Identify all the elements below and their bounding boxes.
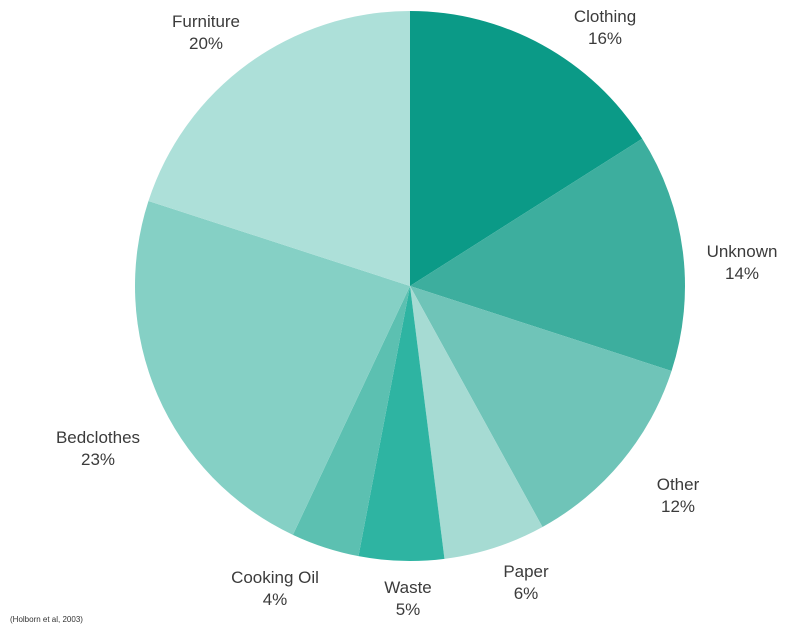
slice-value-paper: 6%: [514, 584, 539, 603]
pie-slice-other: [410, 286, 672, 527]
pie-slice-cooking-oil: [292, 286, 410, 557]
slice-label-paper: Paper: [503, 562, 549, 581]
slice-label-cooking-oil: Cooking Oil: [231, 568, 319, 587]
pie-slice-paper: [410, 286, 543, 559]
slice-value-bedclothes: 23%: [81, 450, 115, 469]
slice-value-waste: 5%: [396, 600, 421, 619]
slice-label-furniture: Furniture: [172, 12, 240, 31]
slice-value-cooking-oil: 4%: [263, 590, 288, 609]
slice-value-clothing: 16%: [588, 29, 622, 48]
source-note: (Holborn et al, 2003): [10, 615, 83, 624]
slice-value-furniture: 20%: [189, 34, 223, 53]
pie-slice-furniture: [148, 11, 410, 286]
pie-slice-bedclothes: [134, 201, 411, 535]
pie-slice-waste: [358, 286, 445, 561]
slice-label-bedclothes: Bedclothes: [56, 428, 140, 447]
pie-slice-unknown: [410, 138, 685, 371]
slice-value-other: 12%: [661, 497, 695, 516]
slice-label-unknown: Unknown: [707, 242, 778, 261]
slice-value-unknown: 14%: [725, 264, 759, 283]
pie-labels: Clothing 16% Unknown 14% Other 12% Paper 6% Wast…: [56, 7, 778, 619]
pie-slice-clothing: [410, 11, 643, 286]
slice-label-other: Other: [657, 475, 700, 494]
slice-label-clothing: Clothing: [574, 7, 636, 26]
pie-slices: [134, 11, 685, 561]
slice-label-waste: Waste: [384, 578, 432, 597]
